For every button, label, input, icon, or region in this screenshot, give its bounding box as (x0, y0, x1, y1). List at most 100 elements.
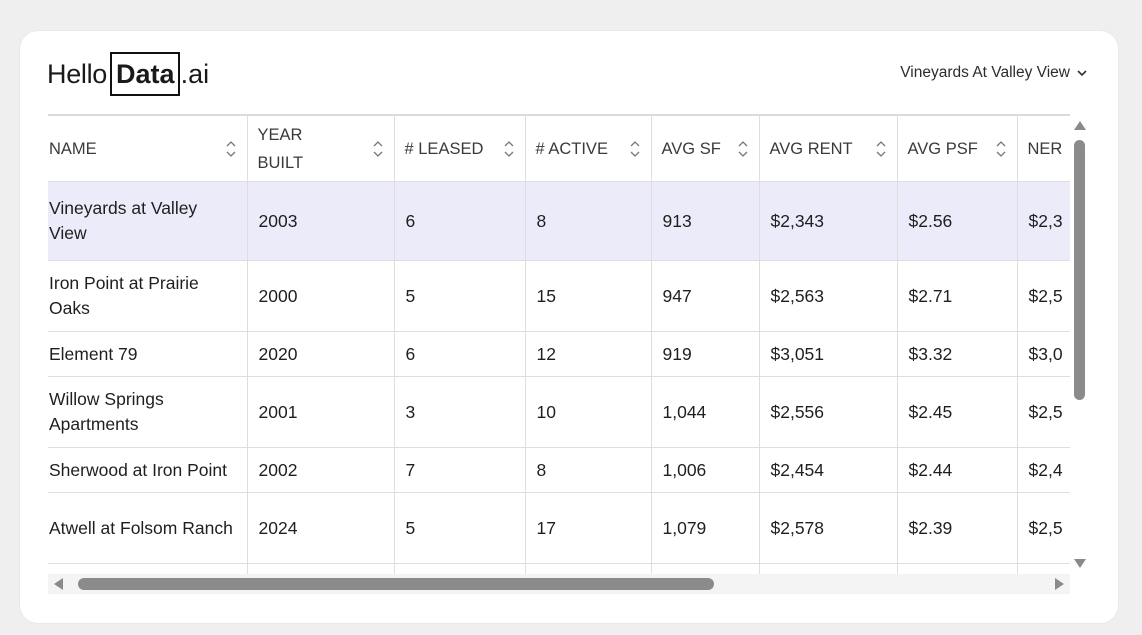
sort-icon[interactable] (629, 138, 641, 160)
column-header-label: NAME (49, 139, 97, 158)
cell-leased: 7 (394, 447, 526, 493)
cell-ner: $2,5 (1017, 260, 1070, 332)
cell-leased: 5 (394, 260, 526, 332)
cell-name: Vineyards at Valley View (48, 181, 248, 261)
cell-name: Atwell at Folsom Ranch (48, 492, 248, 564)
logo-hello-text: Hello (47, 58, 108, 89)
cell-avg-rent: $2,578 (759, 492, 898, 564)
column-header-label: AVG PSF (907, 139, 978, 158)
table-row[interactable]: Vineyards at Valley View 2003 6 8 913 $2,343 $… (48, 181, 1070, 261)
cell-avg-sf: 1,044 (651, 376, 760, 448)
scroll-left-arrow-icon[interactable] (54, 578, 63, 590)
table-row[interactable]: Willow Springs Apartments 2001 3 10 1,044 $2,… (48, 376, 1070, 448)
table-row[interactable]: Sherwood at Iron Point 2002 7 8 1,006 $2,454 $… (48, 447, 1070, 493)
property-selector-label: Vineyards At Valley View (900, 64, 1070, 81)
comps-table-container[interactable]: NAME YEAR BUILT # LEASED # ACTIVE AVG SF AVG … (48, 114, 1070, 574)
sort-icon[interactable] (875, 138, 887, 160)
sort-icon[interactable] (995, 138, 1007, 160)
column-header-ner[interactable]: NER (1017, 115, 1070, 182)
cell-avg-rent: $2,343 (759, 181, 898, 261)
cell-avg-psf: $2.56 (897, 181, 1018, 261)
horizontal-scrollbar[interactable] (48, 574, 1070, 594)
cell-avg-sf: 919 (651, 331, 760, 377)
cell-active: 17 (525, 492, 652, 564)
cell-avg-psf: $2.71 (897, 260, 1018, 332)
cell-name: Element 79 (48, 331, 248, 377)
column-header-leased[interactable]: # LEASED (394, 115, 526, 182)
column-header-avg-rent[interactable]: AVG RENT (759, 115, 898, 182)
cell-year: 2002 (247, 447, 395, 493)
property-selector[interactable]: Vineyards At Valley View (900, 64, 1088, 82)
cell-leased: 6 (394, 331, 526, 377)
cell-empty (48, 563, 248, 574)
cell-avg-sf: 1,079 (651, 492, 760, 564)
column-header-label: YEAR BUILT (257, 125, 304, 172)
column-header-label: AVG SF (661, 139, 721, 158)
table-row-partial (48, 563, 1070, 574)
cell-leased: 3 (394, 376, 526, 448)
table-row[interactable]: Atwell at Folsom Ranch 2024 5 17 1,079 $2,578… (48, 492, 1070, 564)
table-row[interactable]: Iron Point at Prairie Oaks 2000 5 15 947 $2,5… (48, 260, 1070, 332)
cell-active: 12 (525, 331, 652, 377)
column-header-avg-psf[interactable]: AVG PSF (897, 115, 1018, 182)
table-row[interactable]: Element 79 2020 6 12 919 $3,051 $3.32 $3,0 (48, 331, 1070, 377)
cell-year: 2001 (247, 376, 395, 448)
cell-avg-rent: $2,563 (759, 260, 898, 332)
cell-avg-rent: $3,051 (759, 331, 898, 377)
chevron-down-icon (1077, 70, 1087, 77)
cell-leased: 6 (394, 181, 526, 261)
sort-icon[interactable] (225, 138, 237, 160)
cell-empty (759, 563, 898, 574)
sort-icon[interactable] (372, 138, 384, 160)
cell-year: 2000 (247, 260, 395, 332)
scroll-up-arrow-icon[interactable] (1074, 121, 1086, 130)
cell-active: 8 (525, 447, 652, 493)
column-header-name[interactable]: NAME (48, 115, 248, 182)
column-header-label: # ACTIVE (535, 139, 608, 158)
scroll-down-arrow-icon[interactable] (1074, 559, 1086, 568)
column-header-avg-sf[interactable]: AVG SF (651, 115, 760, 182)
cell-empty (525, 563, 652, 574)
cell-leased: 5 (394, 492, 526, 564)
hellodata-logo: Hello Data .ai (47, 51, 209, 97)
cell-name: Iron Point at Prairie Oaks (48, 260, 248, 332)
cell-name: Sherwood at Iron Point (48, 447, 248, 493)
column-header-label: NER (1027, 139, 1063, 158)
cell-avg-psf: $3.32 (897, 331, 1018, 377)
cell-avg-sf: 913 (651, 181, 760, 261)
cell-active: 15 (525, 260, 652, 332)
cell-year: 2024 (247, 492, 395, 564)
column-header-active[interactable]: # ACTIVE (525, 115, 652, 182)
cell-ner: $2,5 (1017, 376, 1070, 448)
cell-empty (394, 563, 526, 574)
column-header-label: AVG RENT (769, 139, 853, 158)
column-header-label: # LEASED (404, 139, 484, 158)
cell-empty (1017, 563, 1070, 574)
cell-avg-psf: $2.44 (897, 447, 1018, 493)
cell-active: 10 (525, 376, 652, 448)
cell-year: 2020 (247, 331, 395, 377)
comps-table: NAME YEAR BUILT # LEASED # ACTIVE AVG SF AVG … (48, 115, 1070, 574)
sort-icon[interactable] (503, 138, 515, 160)
cell-empty (897, 563, 1018, 574)
cell-name: Willow Springs Apartments (48, 376, 248, 448)
cell-ner: $3,0 (1017, 331, 1070, 377)
cell-empty (651, 563, 760, 574)
cell-year: 2003 (247, 181, 395, 261)
cell-avg-rent: $2,454 (759, 447, 898, 493)
cell-ner: $2,4 (1017, 447, 1070, 493)
cell-avg-rent: $2,556 (759, 376, 898, 448)
vertical-scroll-thumb[interactable] (1074, 140, 1085, 400)
table-body: Vineyards at Valley View 2003 6 8 913 $2,343 $… (48, 181, 1070, 574)
horizontal-scroll-thumb[interactable] (78, 578, 714, 590)
cell-ner: $2,3 (1017, 181, 1070, 261)
scroll-right-arrow-icon[interactable] (1055, 578, 1064, 590)
column-header-year-built[interactable]: YEAR BUILT (247, 115, 395, 182)
cell-empty (247, 563, 395, 574)
sort-icon[interactable] (737, 138, 749, 160)
cell-avg-sf: 1,006 (651, 447, 760, 493)
cell-active: 8 (525, 181, 652, 261)
logo-ai-text: .ai (180, 58, 210, 89)
vertical-scrollbar[interactable] (1072, 114, 1088, 574)
cell-ner: $2,5 (1017, 492, 1070, 564)
